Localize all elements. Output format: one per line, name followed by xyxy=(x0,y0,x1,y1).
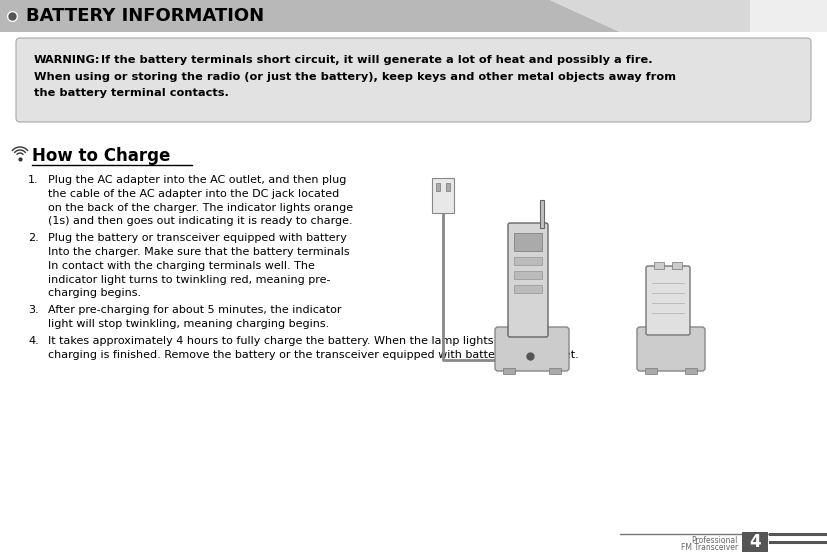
Bar xyxy=(446,183,450,191)
Text: (1s) and then goes out indicating it is ready to charge.: (1s) and then goes out indicating it is … xyxy=(48,216,352,226)
Text: Plug the battery or transceiver equipped with battery: Plug the battery or transceiver equipped… xyxy=(48,233,347,243)
Bar xyxy=(514,257,542,265)
Text: How to Charge: How to Charge xyxy=(32,147,170,165)
Text: the battery terminal contacts.: the battery terminal contacts. xyxy=(34,88,229,98)
Text: light will stop twinkling, meaning charging begins.: light will stop twinkling, meaning charg… xyxy=(48,319,329,329)
Bar xyxy=(432,178,454,213)
Text: 2.: 2. xyxy=(28,233,39,243)
FancyBboxPatch shape xyxy=(742,532,768,552)
Polygon shape xyxy=(750,0,827,32)
Text: charging begins.: charging begins. xyxy=(48,289,141,299)
Text: the cable of the AC adapter into the DC jack located: the cable of the AC adapter into the DC … xyxy=(48,189,339,199)
FancyBboxPatch shape xyxy=(16,38,811,122)
Text: Professional: Professional xyxy=(691,536,738,545)
Text: Into the charger. Make sure that the battery terminals: Into the charger. Make sure that the bat… xyxy=(48,247,350,257)
Text: BATTERY INFORMATION: BATTERY INFORMATION xyxy=(26,7,264,25)
Text: indicator light turns to twinkling red, meaning pre-: indicator light turns to twinkling red, … xyxy=(48,275,331,285)
Text: 4: 4 xyxy=(749,533,761,551)
Bar xyxy=(514,233,542,251)
Text: If the battery terminals short circuit, it will generate a lot of heat and possi: If the battery terminals short circuit, … xyxy=(93,55,653,65)
Bar xyxy=(654,262,664,269)
Text: on the back of the charger. The indicator lights orange: on the back of the charger. The indicato… xyxy=(48,203,353,213)
Bar xyxy=(672,262,682,269)
Bar xyxy=(549,368,561,374)
Text: 3.: 3. xyxy=(28,305,39,315)
Text: After pre-charging for about 5 minutes, the indicator: After pre-charging for about 5 minutes, … xyxy=(48,305,342,315)
Polygon shape xyxy=(550,0,750,32)
Text: 1.: 1. xyxy=(28,175,39,185)
FancyBboxPatch shape xyxy=(637,327,705,371)
Bar xyxy=(436,183,440,191)
Bar xyxy=(540,200,544,228)
Text: FM Transceiver: FM Transceiver xyxy=(681,543,738,552)
Bar xyxy=(503,368,515,374)
Text: charging is finished. Remove the battery or the transceiver equipped with batter: charging is finished. Remove the battery… xyxy=(48,350,579,360)
Bar xyxy=(514,271,542,279)
Text: WARNING:: WARNING: xyxy=(34,55,101,65)
FancyBboxPatch shape xyxy=(508,223,548,337)
Bar xyxy=(685,368,697,374)
Text: Plug the AC adapter into the AC outlet, and then plug: Plug the AC adapter into the AC outlet, … xyxy=(48,175,347,185)
FancyBboxPatch shape xyxy=(495,327,569,371)
Text: It takes approximately 4 hours to fully charge the battery. When the lamp lights: It takes approximately 4 hours to fully … xyxy=(48,336,555,346)
Text: When using or storing the radio (or just the battery), keep keys and other metal: When using or storing the radio (or just… xyxy=(34,72,676,82)
Text: 4.: 4. xyxy=(28,336,39,346)
Polygon shape xyxy=(0,0,620,32)
Text: In contact with the charging terminals well. The: In contact with the charging terminals w… xyxy=(48,261,315,271)
FancyBboxPatch shape xyxy=(646,266,690,335)
Bar xyxy=(645,368,657,374)
Bar xyxy=(514,285,542,293)
